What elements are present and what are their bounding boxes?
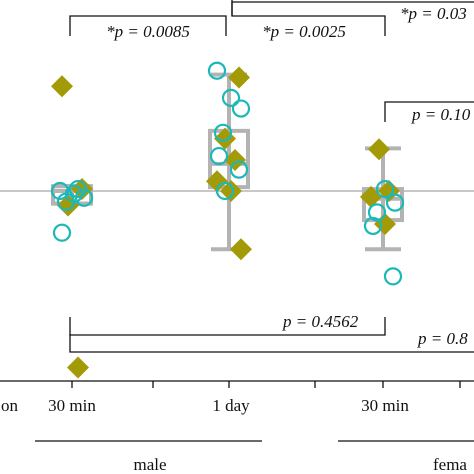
diamond-point-2-0 — [368, 138, 390, 161]
x-tick-label-male-1day: 1 day — [212, 396, 250, 415]
data-points — [50, 61, 405, 379]
diamond-point-1-2 — [224, 148, 246, 171]
circle-point-0-1 — [50, 181, 70, 201]
circle-point-1-2 — [231, 99, 251, 118]
circle-point-2-3 — [363, 216, 383, 236]
group-label-female: fema — [433, 455, 467, 474]
circle-point-1-1 — [221, 88, 241, 107]
circle-point-1-6 — [215, 181, 235, 201]
bracket-label-1: *p = 0.0025 — [262, 22, 346, 41]
diamond-point-1-5 — [230, 238, 252, 261]
circle-point-1-4 — [209, 146, 229, 166]
circle-point-2-1 — [385, 193, 405, 212]
bracket-label-3: p = 0.10 — [411, 105, 471, 124]
diamond-point-1-1 — [214, 127, 236, 150]
circle-point-0-4 — [56, 192, 76, 211]
bracket-3 — [384, 101, 474, 122]
circle-point-1-0 — [207, 61, 227, 80]
bracket-0 — [69, 15, 227, 36]
diamond-point-1-0 — [228, 66, 250, 89]
diamond-point-0-3 — [67, 356, 89, 379]
significance-brackets: *p = 0.0085 *p = 0.0025 *p = 0.03 p = 0.10 p… — [69, 0, 474, 353]
diamond-point-0-0 — [51, 75, 73, 98]
circle-point-2-4 — [383, 267, 403, 286]
x-tick-label-control: on — [1, 396, 19, 415]
circle-point-1-5 — [229, 160, 249, 179]
x-tick-label-male-30min: 30 min — [48, 396, 96, 415]
bracket-label-0: *p = 0.0085 — [106, 22, 190, 41]
bracket-4 — [69, 317, 386, 336]
group-label-male: male — [133, 455, 166, 474]
bracket-5 — [69, 334, 474, 353]
circle-point-0-3 — [74, 188, 94, 207]
circle-point-1-3 — [213, 123, 233, 142]
circle-point-2-2 — [367, 203, 387, 222]
bracket-label-4: p = 0.4562 — [282, 312, 359, 331]
bracket-label-2: *p = 0.03 — [400, 4, 467, 23]
diamond-point-1-4 — [220, 180, 242, 202]
bracket-2 — [231, 1, 474, 16]
bracket-label-5: p = 0.8 — [417, 329, 468, 348]
x-axis-ticks — [71, 381, 461, 388]
diamond-point-1-3 — [206, 170, 228, 193]
circle-point-0-5 — [52, 223, 72, 242]
circle-point-2-0 — [375, 179, 395, 199]
x-tick-label-female-30min: 30 min — [361, 396, 409, 415]
